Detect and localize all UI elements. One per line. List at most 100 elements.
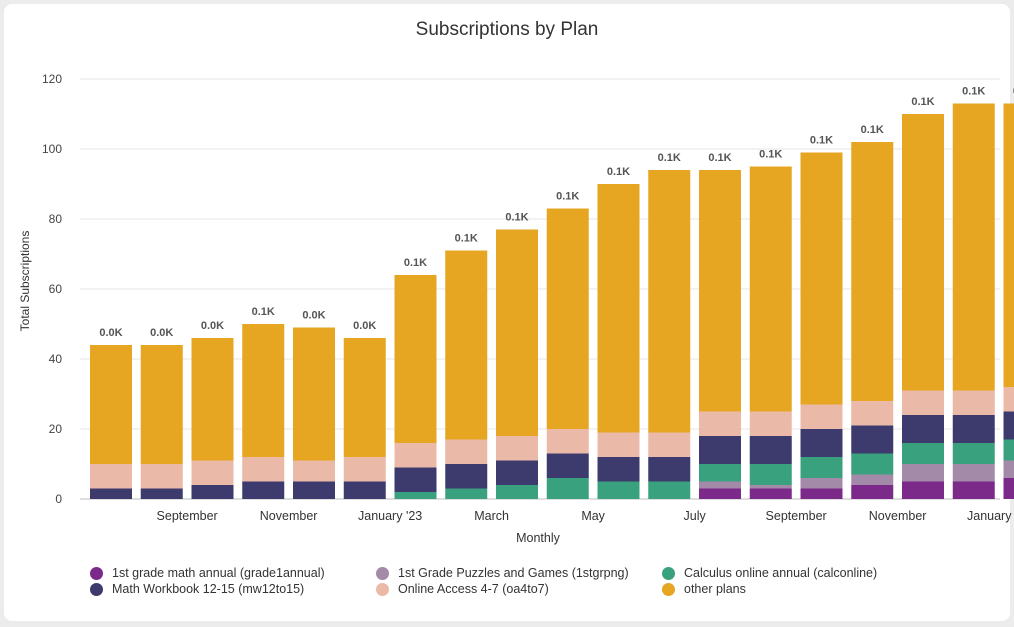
- bar-segment[interactable]: [800, 152, 843, 405]
- bar-segment[interactable]: [394, 275, 437, 443]
- bar-segment[interactable]: [699, 481, 741, 489]
- bar-segment[interactable]: [394, 443, 437, 468]
- bar-segment[interactable]: [902, 390, 944, 416]
- x-axis-ticks: September November January '23 March May July…: [157, 509, 1014, 523]
- bar-segment[interactable]: [546, 453, 589, 479]
- bar-segment[interactable]: [699, 170, 741, 412]
- bar-segment[interactable]: [952, 464, 995, 482]
- bar-segment[interactable]: [952, 481, 995, 500]
- bar-segment[interactable]: [851, 425, 894, 454]
- bar-segment[interactable]: [242, 324, 285, 457]
- legend-item[interactable]: Online Access 4-7 (oa4to7): [376, 582, 549, 596]
- data-label: 0.1K: [404, 257, 427, 269]
- bar-segment[interactable]: [140, 488, 183, 500]
- legend-item[interactable]: other plans: [662, 582, 746, 596]
- bar-segment[interactable]: [496, 436, 538, 461]
- data-label: 0.1K: [505, 212, 528, 224]
- bar-segment[interactable]: [902, 114, 944, 391]
- bar-segment[interactable]: [699, 411, 741, 437]
- bar-segment[interactable]: [952, 415, 995, 443]
- bar-segment[interactable]: [343, 338, 386, 457]
- legend-swatch: [90, 582, 103, 596]
- bar-segment[interactable]: [445, 250, 488, 440]
- bar-segment[interactable]: [242, 481, 285, 500]
- bar-segment[interactable]: [800, 429, 843, 457]
- bar-segment[interactable]: [851, 474, 894, 486]
- bar-segment[interactable]: [800, 404, 843, 430]
- bar-segment[interactable]: [546, 478, 589, 499]
- bar-segment[interactable]: [597, 432, 640, 458]
- legend-item[interactable]: Calculus online annual (calconline): [662, 566, 877, 580]
- bar-segment[interactable]: [496, 229, 538, 437]
- bar-segment[interactable]: [597, 457, 640, 482]
- bar-segment[interactable]: [90, 488, 132, 500]
- bar-segment[interactable]: [1003, 478, 1014, 499]
- bar-segment[interactable]: [597, 481, 640, 500]
- bar-segment[interactable]: [749, 464, 792, 485]
- bar-segment[interactable]: [699, 488, 741, 500]
- bar-segment[interactable]: [546, 208, 589, 430]
- bar-segment[interactable]: [648, 432, 691, 458]
- bar-segment[interactable]: [902, 443, 944, 464]
- bar-segment[interactable]: [1003, 411, 1014, 440]
- bar-segment[interactable]: [597, 184, 640, 433]
- bar-segment[interactable]: [343, 481, 386, 500]
- legend-item[interactable]: 1st grade math annual (grade1annual): [90, 566, 325, 580]
- bar-segment[interactable]: [293, 460, 335, 482]
- bar-segment[interactable]: [851, 142, 894, 401]
- bar-segment[interactable]: [800, 457, 843, 478]
- bar-segment[interactable]: [445, 439, 488, 465]
- bar-segment[interactable]: [394, 492, 437, 499]
- bar-segment[interactable]: [749, 436, 792, 464]
- bar-segment[interactable]: [191, 460, 234, 486]
- bar-segment[interactable]: [242, 457, 285, 482]
- legend-label: Online Access 4-7 (oa4to7): [398, 582, 549, 596]
- bar-segment[interactable]: [952, 390, 995, 416]
- bar-segment[interactable]: [1003, 460, 1014, 479]
- bar-segment[interactable]: [851, 485, 894, 499]
- bar-segment[interactable]: [343, 457, 386, 482]
- data-label: 0.1K: [455, 233, 478, 245]
- bar-segment[interactable]: [648, 170, 691, 433]
- bar-segment[interactable]: [90, 464, 132, 489]
- bar-segment[interactable]: [496, 485, 538, 499]
- y-axis-label: Total Subscriptions: [18, 231, 32, 332]
- bar-segment[interactable]: [140, 345, 183, 464]
- bar-segment[interactable]: [699, 436, 741, 464]
- bar-segment[interactable]: [90, 345, 132, 464]
- bar-segment[interactable]: [496, 460, 538, 486]
- legend-label: Math Workbook 12-15 (mw12to15): [112, 582, 305, 596]
- bar-segment[interactable]: [1003, 439, 1014, 461]
- bar-segment[interactable]: [952, 103, 995, 391]
- bar-segment[interactable]: [546, 429, 589, 454]
- bar-segment[interactable]: [293, 327, 335, 461]
- bar-segment[interactable]: [699, 464, 741, 482]
- legend-swatch: [90, 566, 103, 580]
- bar-segment[interactable]: [648, 481, 691, 500]
- bar-segment[interactable]: [902, 481, 944, 500]
- bar-segment[interactable]: [445, 488, 488, 500]
- bar-segment[interactable]: [394, 467, 437, 493]
- legend-item[interactable]: 1st Grade Puzzles and Games (1stgrpng): [376, 566, 629, 580]
- bar-segment[interactable]: [445, 464, 488, 489]
- bar-segment[interactable]: [749, 485, 792, 489]
- bar-segment[interactable]: [800, 478, 843, 489]
- bar-segment[interactable]: [851, 453, 894, 475]
- bar-segment[interactable]: [749, 166, 792, 412]
- bar-segment[interactable]: [902, 415, 944, 443]
- bar-segment[interactable]: [293, 481, 335, 500]
- bar-segment[interactable]: [749, 411, 792, 437]
- bar-segment[interactable]: [749, 488, 792, 500]
- bar-segment[interactable]: [800, 488, 843, 500]
- bar-segment[interactable]: [191, 338, 234, 461]
- bar-segment[interactable]: [952, 443, 995, 464]
- bar-segment[interactable]: [191, 485, 234, 499]
- data-label: 0.1K: [252, 306, 275, 318]
- bar-segment[interactable]: [1003, 387, 1014, 412]
- bar-segment[interactable]: [851, 401, 894, 426]
- bar-segment[interactable]: [140, 464, 183, 489]
- bar-segment[interactable]: [902, 464, 944, 482]
- bar-segment[interactable]: [648, 457, 691, 482]
- legend-item[interactable]: Math Workbook 12-15 (mw12to15): [90, 582, 304, 596]
- bar-segment[interactable]: [1003, 103, 1014, 388]
